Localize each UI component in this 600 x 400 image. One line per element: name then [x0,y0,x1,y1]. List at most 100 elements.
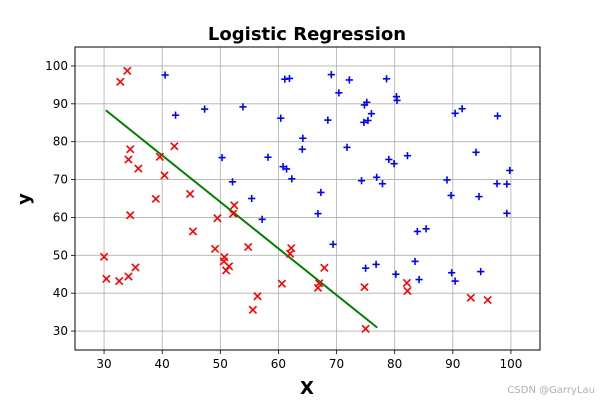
x-tick-label: 40 [155,357,170,371]
y-tick-label: 70 [53,173,68,187]
x-tick-label: 50 [213,357,228,371]
negative-class-point [314,279,324,288]
positive-class-point [392,270,400,278]
negative-class-point [483,295,492,305]
y-tick-label: 90 [53,97,68,111]
positive-class-point [218,153,226,162]
positive-class-point [171,111,180,119]
positive-class-point [299,134,307,142]
x-axis-label: X [300,378,314,399]
negative-class-point [131,263,140,272]
negative-class-point [244,242,253,252]
negative-class-point [116,77,125,87]
positive-class-point [258,215,266,223]
positive-class-point [493,180,501,188]
x-tick-label: 30 [96,357,111,371]
positive-class-point [385,155,393,164]
positive-class-point [364,116,372,125]
positive-class-point [228,178,237,186]
positive-class-point [288,175,296,183]
positive-class-point [335,89,343,97]
positive-class-point [458,105,466,113]
x-tick-label: 80 [387,357,402,371]
positive-class-point [277,114,285,122]
negative-class-point [221,266,231,275]
negative-class-point [230,201,239,210]
negative-class-point [102,274,111,283]
negative-class-point [287,243,296,253]
negative-class-point [253,292,262,301]
positive-class-point [503,180,511,188]
negative-class-point [126,145,135,154]
positive-class-point [448,269,456,277]
positive-class-point [422,225,430,233]
positive-class-point [343,143,351,151]
negative-class-point [188,227,198,236]
negative-class-point [99,252,109,261]
negative-class-point [185,189,195,199]
y-tick-label: 30 [53,324,68,338]
grid-lines [75,47,540,350]
positive-class-point [367,110,376,118]
y-tick-label: 80 [53,135,68,149]
positive-class-point [201,105,209,113]
negative-class-point [124,272,133,281]
y-tick-label: 40 [53,286,68,300]
positive-class-point [317,188,325,197]
negative-class-point [320,263,329,272]
negative-class-point [115,276,124,286]
positive-class-point [447,191,455,200]
positive-class-point [298,145,306,153]
positive-class-point [372,260,380,269]
positive-class-point [239,103,247,111]
negative-class-point [277,279,287,288]
positive-class-point [413,227,421,236]
decision-boundary-line [105,109,378,329]
positive-class-point [161,71,169,79]
y-tick-label: 100 [45,59,68,73]
positive-class-point [477,267,485,276]
positive-class-point [282,165,291,173]
y-axis-label: y [14,193,35,205]
positive-class-point [503,209,511,217]
negative-class-point [124,155,133,164]
negative-class-point [210,244,220,254]
positive-class-point [393,96,401,105]
negative-class-point [151,194,160,204]
data-points-layer [99,66,514,333]
positive-class-point [327,71,335,79]
positive-class-point [443,176,451,184]
positive-class-point [324,116,332,124]
negative-class-point [402,278,412,288]
positive-class-point [329,240,337,248]
negative-class-point [361,324,370,333]
positive-class-point [415,275,423,284]
positive-class-point [451,277,459,285]
positive-class-point [345,76,353,84]
positive-class-point [357,177,366,185]
decision-boundary-layer [105,109,378,329]
negative-class-point [466,293,475,302]
x-tick-label: 90 [445,357,460,371]
positive-class-point [362,264,370,272]
positive-class-point [506,166,514,175]
negative-class-point [360,282,369,292]
positive-class-point [411,257,419,265]
negative-class-point [224,262,234,271]
positive-class-point [285,74,294,83]
negative-class-point [160,171,169,180]
positive-class-point [403,152,412,160]
positive-class-point [390,160,398,168]
x-tick-label: 60 [271,357,286,371]
negative-class-point [170,142,179,151]
negative-class-point [248,305,258,315]
positive-class-point [493,112,502,120]
negative-class-point [123,66,132,76]
positive-class-point [382,75,391,83]
negative-class-point [134,164,143,173]
plot-frame [74,46,541,351]
negative-class-point [403,286,412,296]
x-tick-label: 100 [499,357,522,371]
y-tick-label: 50 [53,248,68,262]
